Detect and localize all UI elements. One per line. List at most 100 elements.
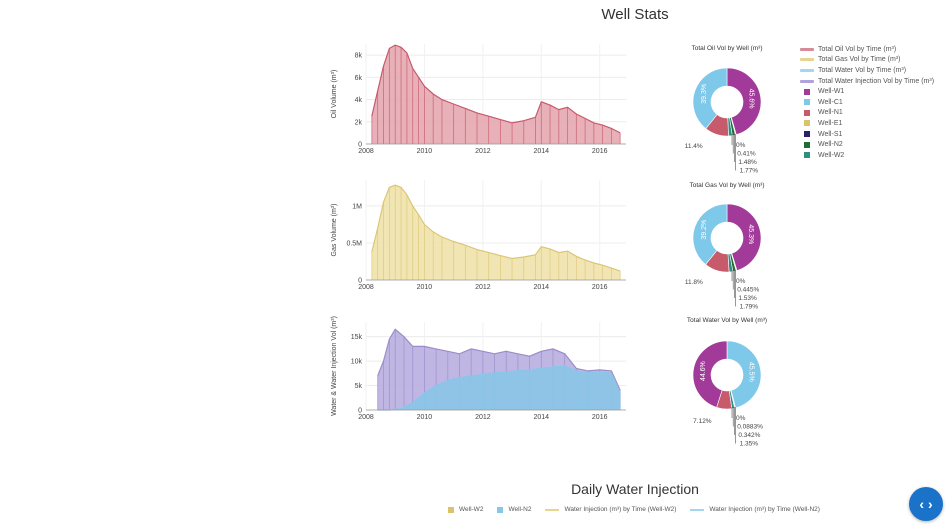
donut-small-label: 0% — [736, 415, 746, 422]
donut-title: Total Water Vol by Well (m³) — [687, 317, 767, 324]
x-tick-label: 2008 — [358, 148, 374, 155]
y-axis-label: Water & Water Injection Vol (m³) — [331, 316, 338, 416]
y-tick-label: 5k — [355, 383, 363, 390]
legend-swatch — [804, 141, 810, 148]
donut-outside-label: 7.12% — [693, 418, 712, 425]
x-tick-label: 2010 — [417, 284, 433, 291]
legend: Total Oil Vol by Time (m³) Total Gas Vol… — [800, 44, 934, 161]
x-tick-label: 2014 — [533, 148, 549, 155]
legend-item-well-w2[interactable]: Well-W2 — [800, 150, 934, 161]
series-line-water — [377, 365, 621, 411]
x-tick-label: 2014 — [533, 414, 549, 421]
legend-swatch — [800, 58, 814, 62]
donut-slice-c1[interactable] — [726, 340, 762, 409]
legend-swatch — [804, 152, 810, 159]
legend-item-water-line[interactable]: Total Water Vol by Time (m³) — [800, 65, 934, 76]
donut-small-label: 0.41% — [737, 151, 756, 158]
legend-swatch — [690, 508, 705, 511]
bottom-legend-item-n2-line[interactable]: Water Injection (m³) by Time (Well-N2) — [690, 506, 820, 513]
donut-small-label: 0.342% — [738, 432, 760, 439]
y-tick-label: 0 — [358, 278, 362, 285]
series-area-oil — [371, 45, 621, 144]
donut-inside-label: 39.2% — [701, 220, 708, 240]
legend-swatch — [545, 508, 560, 511]
donut-inside-label: 44.6% — [700, 361, 707, 381]
y-axis-label: Gas Volume (m³) — [331, 204, 338, 257]
donut-inside-label: 45.6% — [747, 89, 754, 109]
legend-swatch — [800, 79, 814, 83]
donut-chart-1: Total Oil Vol by Well (m³) 45.6% 39.3% 11.4… — [685, 45, 763, 175]
donut-slice-c1[interactable] — [692, 203, 728, 265]
y-axis-label: Oil Volume (m³) — [331, 70, 338, 119]
x-tick-label: 2012 — [475, 284, 491, 291]
donut-outside-label: 11.8% — [685, 279, 703, 286]
legend-item-oil-line[interactable]: Total Oil Vol by Time (m³) — [800, 44, 934, 55]
series-line-gas — [371, 184, 621, 272]
series-line-injection — [377, 328, 621, 391]
y-tick-label: 2k — [355, 119, 363, 126]
area-chart-2: 0 0.5M 1M 2008 2010 2012 2014 2016 Gas Volume (m… — [331, 180, 626, 291]
legend-swatch — [800, 47, 814, 51]
code-toggle-button[interactable]: ‹ › — [909, 487, 943, 521]
y-tick-label: 0 — [358, 408, 362, 415]
legend-swatch — [804, 109, 810, 116]
bottom-legend-item-w2[interactable]: Well-W2 — [448, 506, 483, 513]
x-tick-label: 2008 — [358, 414, 374, 421]
legend-swatch — [800, 68, 814, 72]
x-tick-label: 2014 — [533, 284, 549, 291]
bottom-legend: Well-W2 Well-N2 Water Injection (m³) by … — [448, 506, 834, 513]
donut-small-label: 1.79% — [740, 304, 759, 311]
area-chart-1: 0 2k 4k 6k 8k 2008 2010 2012 2014 2016 Oil Volume … — [331, 44, 626, 155]
donut-inside-label: 45.5% — [747, 362, 754, 382]
donut-inside-label: 45.3% — [747, 224, 754, 244]
donut-small-label: 1.53% — [738, 295, 757, 302]
donut-small-label: 0% — [736, 278, 746, 285]
donut-title: Total Gas Vol by Well (m³) — [689, 182, 764, 189]
legend-item-well-n2[interactable]: Well-N2 — [800, 139, 934, 150]
donut-slice-w1[interactable] — [726, 67, 762, 136]
series-area-gas — [371, 185, 621, 280]
donut-chart-2: Total Gas Vol by Well (m³) 45.3% 39.2% 11.8… — [685, 182, 765, 311]
donut-small-label: 1.77% — [740, 168, 759, 175]
donut-small-label: 1.35% — [740, 441, 759, 448]
donut-slice-w1[interactable] — [692, 340, 728, 408]
section-title: Daily Water Injection — [571, 481, 699, 497]
legend-swatch — [497, 506, 504, 513]
series-line-oil — [371, 44, 621, 134]
donut-small-label: 0.0883% — [737, 424, 763, 431]
donut-title: Total Oil Vol by Well (m³) — [691, 45, 762, 52]
donut-small-label: 1.48% — [738, 159, 757, 166]
legend-item-well-n1[interactable]: Well-N1 — [800, 108, 934, 119]
donut-slice-c1[interactable] — [692, 67, 728, 130]
legend-item-gas-line[interactable]: Total Gas Vol by Time (m³) — [800, 55, 934, 66]
legend-swatch — [448, 506, 454, 513]
y-tick-label: 15k — [351, 334, 363, 341]
y-tick-label: 8k — [355, 53, 363, 60]
x-tick-label: 2016 — [592, 414, 608, 421]
y-tick-label: 10k — [351, 359, 363, 366]
legend-item-well-s1[interactable]: Well-S1 — [800, 129, 934, 140]
donut-slice-w1[interactable] — [726, 203, 762, 271]
page-title: Well Stats — [601, 6, 669, 23]
x-tick-label: 2008 — [358, 284, 374, 291]
donut-small-label: 0.445% — [737, 287, 759, 294]
legend-swatch — [804, 131, 810, 138]
bottom-legend-item-w2-line[interactable]: Water Injection (m³) by Time (Well-W2) — [545, 506, 676, 513]
x-tick-label: 2010 — [417, 414, 433, 421]
x-tick-label: 2012 — [475, 414, 491, 421]
x-tick-label: 2012 — [475, 148, 491, 155]
legend-item-well-w1[interactable]: Well-W1 — [800, 86, 934, 97]
y-tick-label: 6k — [355, 75, 363, 82]
x-tick-label: 2016 — [592, 148, 608, 155]
legend-swatch — [804, 88, 810, 95]
legend-item-well-e1[interactable]: Well-E1 — [800, 118, 934, 129]
bottom-legend-item-n2[interactable]: Well-N2 — [497, 506, 531, 513]
legend-item-well-c1[interactable]: Well-C1 — [800, 97, 934, 108]
donut-outside-label: 11.4% — [685, 143, 703, 150]
legend-item-injection-line[interactable]: Total Water Injection Vol by Time (m³) — [800, 76, 934, 87]
donut-inside-label: 39.3% — [701, 84, 708, 104]
y-tick-label: 4k — [355, 97, 363, 104]
code-icon: ‹ › — [919, 496, 933, 512]
